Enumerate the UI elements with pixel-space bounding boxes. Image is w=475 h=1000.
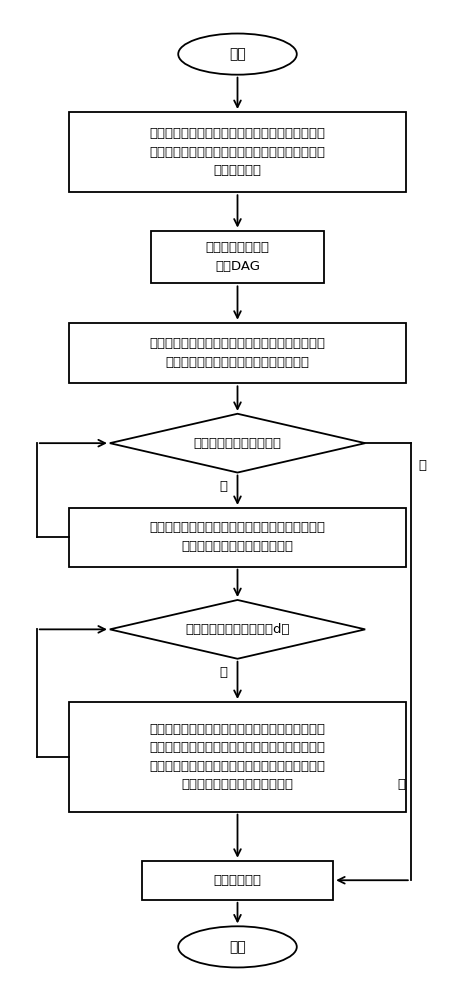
- Bar: [69, 702, 406, 812]
- Text: 否: 否: [219, 666, 227, 679]
- Text: 计算每个任务到结束任务的关键路径长度的平均近
似权重，并按该值递减的顺序将任务排序: 计算每个任务到结束任务的关键路径长度的平均近 似权重，并按该值递减的顺序将任务排…: [150, 337, 325, 369]
- Text: 返回分配方案: 返回分配方案: [213, 874, 262, 887]
- Text: 再次优化是否已经进行了d次: 再次优化是否已经进行了d次: [185, 623, 290, 636]
- Text: 取出第一个任务，并将该任务分配给使其概率加权
最大的处理器及对应的电压级别: 取出第一个任务，并将该任务分配给使其概率加权 最大的处理器及对应的电压级别: [150, 521, 325, 553]
- Text: 根据任务依赖关系
建立DAG: 根据任务依赖关系 建立DAG: [206, 241, 269, 273]
- Bar: [142, 861, 333, 900]
- Bar: [69, 508, 406, 567]
- Bar: [69, 323, 406, 383]
- Polygon shape: [110, 600, 365, 659]
- Ellipse shape: [178, 34, 297, 75]
- Text: 否: 否: [418, 459, 426, 472]
- Text: 开始: 开始: [229, 47, 246, 61]
- Text: 随机选取一个任务，维持其他任务的分配不变，计
算将该任务分配给每个处理器的每个电压级别上的
系统概率加权，将该任务分配给使得系统概率加权
最大的处理器及对应的电: 随机选取一个任务，维持其他任务的分配不变，计 算将该任务分配给每个处理器的每个电…: [150, 723, 325, 791]
- Text: 任务列表中是否还有任务: 任务列表中是否还有任务: [193, 437, 282, 450]
- Polygon shape: [110, 414, 365, 473]
- Text: 获取信息表，并根据信息表上的数据计算出每个任
务在每个处理器的每个电压级别上能耗的正态分布
的期望和方差: 获取信息表，并根据信息表上的数据计算出每个任 务在每个处理器的每个电压级别上能耗…: [150, 127, 325, 177]
- Ellipse shape: [178, 926, 297, 967]
- Text: 是: 是: [398, 778, 406, 791]
- Bar: [151, 231, 324, 283]
- Bar: [69, 112, 406, 192]
- Text: 是: 是: [219, 480, 227, 493]
- Text: 结束: 结束: [229, 940, 246, 954]
